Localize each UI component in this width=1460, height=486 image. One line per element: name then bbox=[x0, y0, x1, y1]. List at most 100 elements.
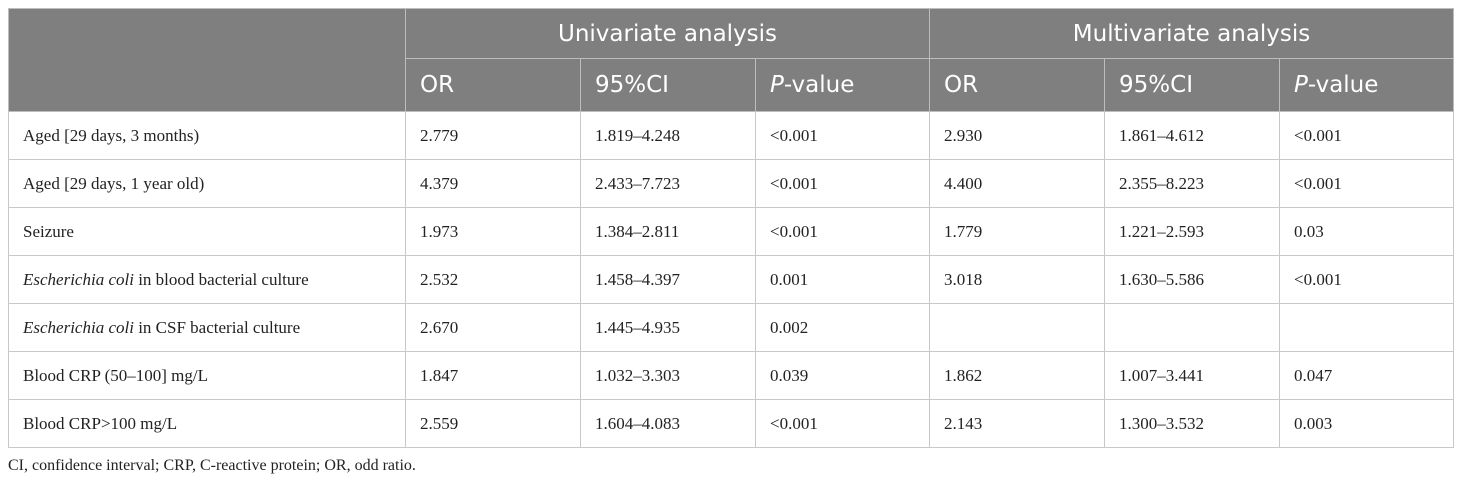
row-label: Blood CRP>100 mg/L bbox=[8, 399, 406, 448]
cell-text: <0.001 bbox=[1294, 125, 1342, 145]
cell-text: 1.819–4.248 bbox=[595, 125, 680, 145]
table-cell: 1.847 bbox=[405, 351, 581, 400]
row-label: Aged [29 days, 3 months) bbox=[8, 111, 406, 160]
table-cell: 4.379 bbox=[405, 159, 581, 208]
table-cell: <0.001 bbox=[754, 111, 931, 160]
cell-text: Aged [29 days, 1 year old) bbox=[23, 173, 205, 193]
table-cell: 0.03 bbox=[1279, 207, 1455, 256]
row-label: Blood CRP (50–100] mg/L bbox=[8, 351, 406, 400]
text-segment: Escherichia coli bbox=[23, 269, 134, 289]
column-header: 95%CI bbox=[1104, 58, 1281, 112]
cell-text: <0.001 bbox=[770, 125, 818, 145]
cell-text: Blood CRP (50–100] mg/L bbox=[23, 365, 208, 385]
table-cell: <0.001 bbox=[754, 159, 931, 208]
table-cell: 1.384–2.811 bbox=[580, 207, 756, 256]
text-segment: P bbox=[1294, 72, 1308, 98]
column-header: 95%CI bbox=[580, 58, 756, 112]
cell-text: <0.001 bbox=[770, 221, 818, 241]
group-header-row: Univariate analysis Multivariate analysis bbox=[8, 8, 1455, 112]
text-segment: Escherichia coli bbox=[23, 317, 134, 337]
cell-text: 2.433–7.723 bbox=[595, 173, 680, 193]
table-cell bbox=[1104, 303, 1281, 352]
text-segment: in blood bacterial culture bbox=[133, 269, 309, 289]
column-header: OR bbox=[405, 58, 581, 112]
cell-text: 1.861–4.612 bbox=[1119, 125, 1205, 145]
table-cell: <0.001 bbox=[754, 207, 931, 256]
cell-text: 1.007–3.441 bbox=[1119, 365, 1205, 385]
cell-text: OR bbox=[944, 72, 979, 98]
row-label: Seizure bbox=[8, 207, 406, 256]
cell-text: 1.779 bbox=[944, 221, 983, 241]
text-segment: in CSF bacterial culture bbox=[133, 317, 301, 337]
column-header: OR bbox=[929, 58, 1106, 112]
table-cell bbox=[929, 303, 1106, 352]
cell-text: <0.001 bbox=[1294, 269, 1342, 289]
cell-text: 1.973 bbox=[420, 221, 459, 241]
table-cell: 2.670 bbox=[405, 303, 581, 352]
cell-text: 2.930 bbox=[944, 125, 983, 145]
table-cell: 0.002 bbox=[754, 303, 931, 352]
table-cell: 2.355–8.223 bbox=[1104, 159, 1281, 208]
table-cell: <0.001 bbox=[1279, 111, 1455, 160]
table-cell: 1.221–2.593 bbox=[1104, 207, 1281, 256]
table-row: Aged [29 days, 3 months) 2.779 1.819–4.248… bbox=[8, 111, 1455, 160]
cell-text: 1.221–2.593 bbox=[1119, 221, 1205, 241]
table-cell: 1.862 bbox=[929, 351, 1106, 400]
cell-text: 2.670 bbox=[420, 317, 459, 337]
cell-text: 1.458–4.397 bbox=[595, 269, 680, 289]
table-row: Blood CRP (50–100] mg/L 1.847 1.032–3.303 0… bbox=[8, 351, 1455, 400]
table-cell: 1.032–3.303 bbox=[580, 351, 756, 400]
table-cell: <0.001 bbox=[1279, 159, 1455, 208]
table-row: Escherichia coli in blood bacterial cult… bbox=[8, 255, 1455, 304]
cell-text: 2.532 bbox=[420, 269, 459, 289]
table-cell: 2.559 bbox=[405, 399, 581, 448]
cell-text: 2.355–8.223 bbox=[1119, 173, 1205, 193]
cell-text: 1.630–5.586 bbox=[1119, 269, 1205, 289]
cell-text: 2.559 bbox=[420, 413, 459, 433]
table-cell: 1.630–5.586 bbox=[1104, 255, 1281, 304]
cell-text: 2.143 bbox=[944, 413, 983, 433]
cell-text: 0.047 bbox=[1294, 365, 1333, 385]
cell-text: Multivariate analysis bbox=[1072, 20, 1311, 47]
cell-text: Univariate analysis bbox=[557, 20, 778, 47]
cell-text: 1.604–4.083 bbox=[595, 413, 680, 433]
table-cell: 1.300–3.532 bbox=[1104, 399, 1281, 448]
cell-text: 4.379 bbox=[420, 173, 459, 193]
table-cell: 1.458–4.397 bbox=[580, 255, 756, 304]
table-cell bbox=[1279, 303, 1455, 352]
table-body: Aged [29 days, 3 months) 2.779 1.819–4.248… bbox=[8, 111, 1455, 448]
table-row: Blood CRP>100 mg/L 2.559 1.604–4.083 <0.001… bbox=[8, 399, 1455, 448]
cell-text: <0.001 bbox=[770, 173, 818, 193]
cell-text: 0.03 bbox=[1294, 221, 1324, 241]
table-container: Univariate analysis Multivariate analysis… bbox=[8, 8, 1455, 448]
cell-text: 1.032–3.303 bbox=[595, 365, 680, 385]
table-cell: 2.143 bbox=[929, 399, 1106, 448]
table-cell: 0.001 bbox=[754, 255, 931, 304]
cell-text: 0.003 bbox=[1294, 413, 1333, 433]
cell-text: 3.018 bbox=[944, 269, 983, 289]
table-cell: 0.047 bbox=[1279, 351, 1455, 400]
cell-text: <0.001 bbox=[1294, 173, 1342, 193]
cell-text: 0.039 bbox=[770, 365, 809, 385]
table-cell: 4.400 bbox=[929, 159, 1106, 208]
table-cell: 1.779 bbox=[929, 207, 1106, 256]
column-header: P-value bbox=[754, 58, 931, 112]
table-row: Escherichia coli in CSF bacterial cultur… bbox=[8, 303, 1455, 352]
cell-text: Aged [29 days, 3 months) bbox=[23, 125, 200, 145]
table-cell: 1.604–4.083 bbox=[580, 399, 756, 448]
column-header: P-value bbox=[1279, 58, 1455, 112]
cell-text: 1.847 bbox=[420, 365, 459, 385]
table-row: Aged [29 days, 1 year old) 4.379 2.433–7.7… bbox=[8, 159, 1455, 208]
row-label: Escherichia coli in CSF bacterial cultur… bbox=[8, 303, 406, 352]
group-header: Multivariate analysis bbox=[929, 8, 1455, 59]
cell-text: Seizure bbox=[23, 221, 74, 241]
table-cell: 1.819–4.248 bbox=[580, 111, 756, 160]
table-cell: 1.973 bbox=[405, 207, 581, 256]
text-segment: -value bbox=[1307, 72, 1379, 98]
table-cell: <0.001 bbox=[754, 399, 931, 448]
table-cell: 2.433–7.723 bbox=[580, 159, 756, 208]
table-cell: 2.930 bbox=[929, 111, 1106, 160]
corner-cell bbox=[8, 8, 406, 112]
cell-text: 0.002 bbox=[770, 317, 809, 337]
